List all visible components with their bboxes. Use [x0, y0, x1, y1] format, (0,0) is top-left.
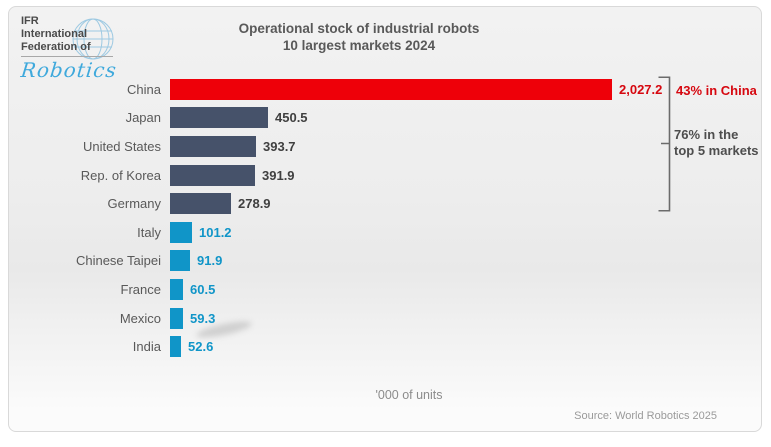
bar-row: France 60.5: [9, 275, 729, 304]
annotation-top5-line2: top 5 markets: [674, 143, 759, 158]
chart-title: Operational stock of industrial robots 1…: [149, 20, 569, 54]
bar-value: 2,027.2: [619, 81, 663, 97]
chart-panel: IFR International Federation of Robotics…: [8, 6, 762, 432]
units-note: '000 of units: [375, 388, 443, 402]
category-label: Mexico: [119, 310, 161, 326]
bar-value: 59.3: [190, 310, 216, 326]
bar-value: 393.7: [263, 138, 296, 154]
bar-rep-of-korea: [170, 164, 255, 186]
bar-value: 450.5: [275, 110, 308, 126]
category-label: Germany: [107, 196, 161, 212]
bar-row: United States 393.7: [9, 132, 729, 161]
category-label: China: [127, 81, 161, 97]
bar-germany: [170, 193, 231, 215]
logo-underline: [21, 56, 113, 57]
bar-value: 91.9: [197, 253, 223, 269]
category-label: Chinese Taipei: [75, 253, 161, 269]
bar-row: India 52.6: [9, 332, 729, 361]
logo-robotics-script: Robotics: [19, 58, 119, 82]
bar-france: [170, 278, 183, 300]
bar-row: Chinese Taipei 91.9: [9, 247, 729, 276]
logo-line1: IFR: [21, 15, 39, 27]
annotation-china-share: 43% in China: [676, 83, 757, 98]
bracket: [658, 76, 671, 212]
bar-value: 52.6: [188, 339, 214, 355]
globe-icon: [72, 18, 114, 60]
bar-value: 101.2: [199, 224, 232, 240]
bar-chart: China 2,027.2 Japan 450.5 United States 393.7…: [9, 75, 729, 361]
bar-value: 391.9: [262, 167, 295, 183]
category-label: Rep. of Korea: [80, 167, 161, 183]
bar-row: Italy 101.2: [9, 218, 729, 247]
bar-italy: [170, 221, 192, 243]
logo-line3: Federation of: [21, 41, 91, 53]
category-label: India: [132, 339, 161, 355]
chart-title-line2: 10 largest markets 2024: [282, 38, 436, 53]
bar-row: Japan 450.5: [9, 104, 729, 133]
bar-mexico: [170, 307, 183, 329]
ifr-logo: IFR International Federation of Robotics: [19, 15, 151, 82]
bar-value: 60.5: [190, 281, 216, 297]
bar-row: Mexico 59.3: [9, 304, 729, 333]
bar-value: 278.9: [238, 196, 271, 212]
logo-line2: International: [21, 28, 88, 40]
annotation-top5-share: 76% in the top 5 markets: [674, 127, 759, 159]
bar-japan: [170, 107, 268, 129]
bar-row: China 2,027.2: [9, 75, 729, 104]
category-label: Japan: [125, 110, 161, 126]
chart-title-line1: Operational stock of industrial robots: [238, 21, 480, 36]
source-note: Source: World Robotics 2025: [574, 410, 717, 422]
bar-chinese-taipei: [170, 250, 190, 272]
bar-row: Rep. of Korea 391.9: [9, 161, 729, 190]
bar-india: [170, 336, 181, 358]
bar-united-states: [170, 135, 256, 157]
category-label: Italy: [137, 224, 161, 240]
bar-row: Germany 278.9: [9, 189, 729, 218]
category-label: France: [120, 281, 161, 297]
annotation-top5-line1: 76% in the: [674, 127, 739, 142]
bar-china: [170, 78, 612, 100]
category-label: United States: [82, 138, 161, 154]
